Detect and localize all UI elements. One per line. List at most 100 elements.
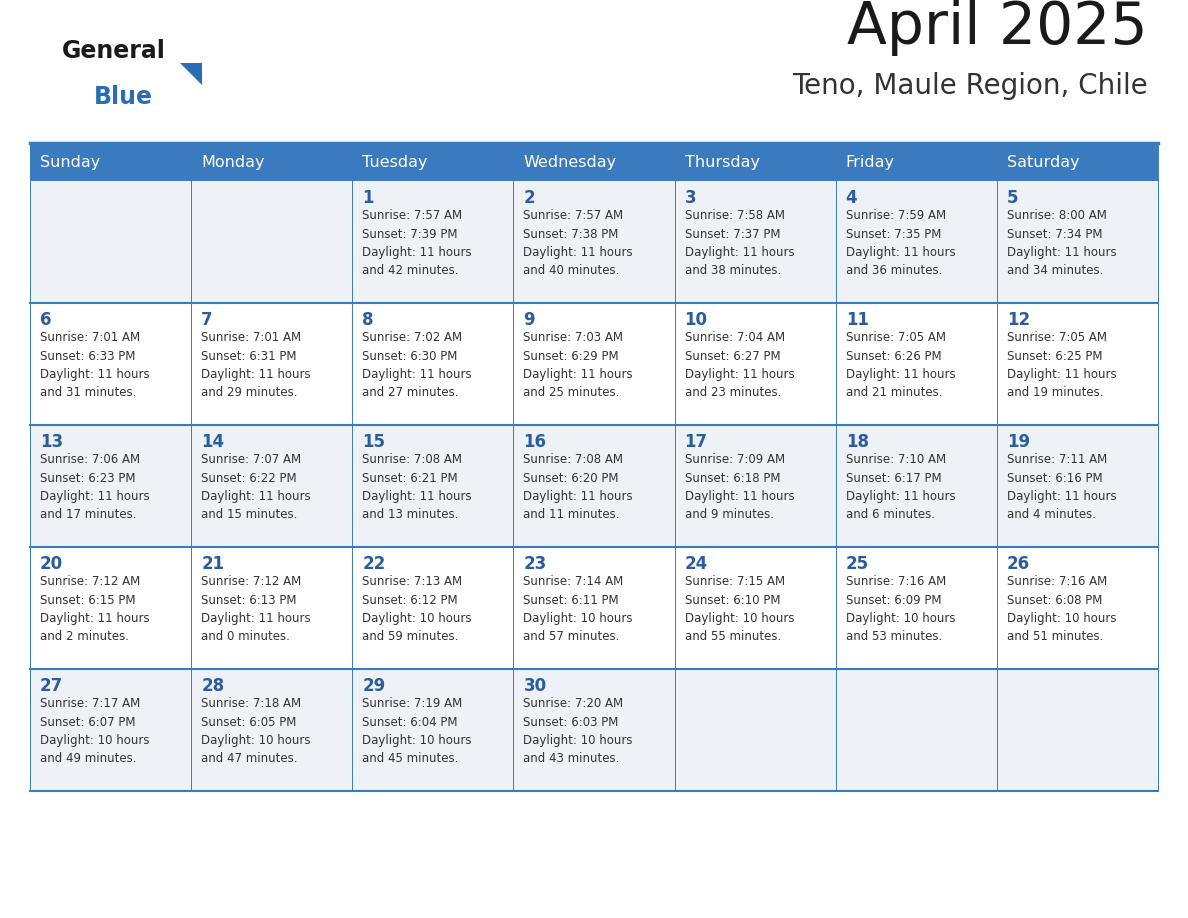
Text: 26: 26 xyxy=(1007,555,1030,573)
Text: 19: 19 xyxy=(1007,433,1030,451)
Text: Sunrise: 7:03 AM
Sunset: 6:29 PM
Daylight: 11 hours
and 25 minutes.: Sunrise: 7:03 AM Sunset: 6:29 PM Dayligh… xyxy=(524,331,633,399)
Text: 8: 8 xyxy=(362,311,374,329)
Text: Sunrise: 7:19 AM
Sunset: 6:04 PM
Daylight: 10 hours
and 45 minutes.: Sunrise: 7:19 AM Sunset: 6:04 PM Dayligh… xyxy=(362,697,472,766)
Text: 28: 28 xyxy=(201,677,225,695)
Text: 10: 10 xyxy=(684,311,708,329)
Text: 7: 7 xyxy=(201,311,213,329)
Text: 16: 16 xyxy=(524,433,546,451)
Text: 12: 12 xyxy=(1007,311,1030,329)
Text: Tuesday: Tuesday xyxy=(362,154,428,170)
Text: Sunrise: 7:04 AM
Sunset: 6:27 PM
Daylight: 11 hours
and 23 minutes.: Sunrise: 7:04 AM Sunset: 6:27 PM Dayligh… xyxy=(684,331,795,399)
Text: Blue: Blue xyxy=(94,85,153,109)
Text: 6: 6 xyxy=(40,311,51,329)
Bar xyxy=(835,181,997,303)
Bar xyxy=(513,669,675,791)
Bar xyxy=(191,547,353,669)
Text: Sunrise: 7:08 AM
Sunset: 6:20 PM
Daylight: 11 hours
and 11 minutes.: Sunrise: 7:08 AM Sunset: 6:20 PM Dayligh… xyxy=(524,453,633,521)
Bar xyxy=(191,669,353,791)
Text: Sunrise: 7:10 AM
Sunset: 6:17 PM
Daylight: 11 hours
and 6 minutes.: Sunrise: 7:10 AM Sunset: 6:17 PM Dayligh… xyxy=(846,453,955,521)
Text: 15: 15 xyxy=(362,433,385,451)
Bar xyxy=(997,425,1158,547)
Bar xyxy=(191,303,353,425)
Bar xyxy=(353,669,513,791)
Bar xyxy=(835,425,997,547)
Text: Wednesday: Wednesday xyxy=(524,154,617,170)
Text: 24: 24 xyxy=(684,555,708,573)
Bar xyxy=(30,181,191,303)
Bar xyxy=(191,425,353,547)
Text: 21: 21 xyxy=(201,555,225,573)
Bar xyxy=(513,425,675,547)
Text: Sunrise: 7:20 AM
Sunset: 6:03 PM
Daylight: 10 hours
and 43 minutes.: Sunrise: 7:20 AM Sunset: 6:03 PM Dayligh… xyxy=(524,697,633,766)
Text: Monday: Monday xyxy=(201,154,265,170)
Bar xyxy=(30,669,191,791)
Text: General: General xyxy=(62,39,166,63)
Text: Sunrise: 7:11 AM
Sunset: 6:16 PM
Daylight: 11 hours
and 4 minutes.: Sunrise: 7:11 AM Sunset: 6:16 PM Dayligh… xyxy=(1007,453,1117,521)
Bar xyxy=(835,669,997,791)
Bar xyxy=(675,547,835,669)
Bar xyxy=(835,303,997,425)
Text: Sunrise: 7:12 AM
Sunset: 6:13 PM
Daylight: 11 hours
and 0 minutes.: Sunrise: 7:12 AM Sunset: 6:13 PM Dayligh… xyxy=(201,575,311,644)
Text: 4: 4 xyxy=(846,189,858,207)
Text: Sunrise: 7:58 AM
Sunset: 7:37 PM
Daylight: 11 hours
and 38 minutes.: Sunrise: 7:58 AM Sunset: 7:37 PM Dayligh… xyxy=(684,209,795,277)
Text: Sunrise: 7:12 AM
Sunset: 6:15 PM
Daylight: 11 hours
and 2 minutes.: Sunrise: 7:12 AM Sunset: 6:15 PM Dayligh… xyxy=(40,575,150,644)
Text: Sunrise: 7:57 AM
Sunset: 7:39 PM
Daylight: 11 hours
and 42 minutes.: Sunrise: 7:57 AM Sunset: 7:39 PM Dayligh… xyxy=(362,209,472,277)
Text: Saturday: Saturday xyxy=(1007,154,1080,170)
Bar xyxy=(835,547,997,669)
Text: 1: 1 xyxy=(362,189,374,207)
Text: 3: 3 xyxy=(684,189,696,207)
Text: Sunday: Sunday xyxy=(40,154,100,170)
Text: 17: 17 xyxy=(684,433,708,451)
Text: Sunrise: 7:07 AM
Sunset: 6:22 PM
Daylight: 11 hours
and 15 minutes.: Sunrise: 7:07 AM Sunset: 6:22 PM Dayligh… xyxy=(201,453,311,521)
Text: 29: 29 xyxy=(362,677,386,695)
Bar xyxy=(675,181,835,303)
Text: 14: 14 xyxy=(201,433,225,451)
Text: Sunrise: 7:14 AM
Sunset: 6:11 PM
Daylight: 10 hours
and 57 minutes.: Sunrise: 7:14 AM Sunset: 6:11 PM Dayligh… xyxy=(524,575,633,644)
Text: Sunrise: 7:16 AM
Sunset: 6:08 PM
Daylight: 10 hours
and 51 minutes.: Sunrise: 7:16 AM Sunset: 6:08 PM Dayligh… xyxy=(1007,575,1117,644)
Bar xyxy=(353,181,513,303)
Text: Sunrise: 7:18 AM
Sunset: 6:05 PM
Daylight: 10 hours
and 47 minutes.: Sunrise: 7:18 AM Sunset: 6:05 PM Dayligh… xyxy=(201,697,310,766)
Bar xyxy=(997,669,1158,791)
Bar xyxy=(675,669,835,791)
Text: Sunrise: 7:01 AM
Sunset: 6:31 PM
Daylight: 11 hours
and 29 minutes.: Sunrise: 7:01 AM Sunset: 6:31 PM Dayligh… xyxy=(201,331,311,399)
Text: 23: 23 xyxy=(524,555,546,573)
Text: 11: 11 xyxy=(846,311,868,329)
Bar xyxy=(513,181,675,303)
Text: Sunrise: 8:00 AM
Sunset: 7:34 PM
Daylight: 11 hours
and 34 minutes.: Sunrise: 8:00 AM Sunset: 7:34 PM Dayligh… xyxy=(1007,209,1117,277)
Polygon shape xyxy=(181,63,202,85)
Text: Sunrise: 7:01 AM
Sunset: 6:33 PM
Daylight: 11 hours
and 31 minutes.: Sunrise: 7:01 AM Sunset: 6:33 PM Dayligh… xyxy=(40,331,150,399)
Bar xyxy=(997,303,1158,425)
Bar xyxy=(997,181,1158,303)
Text: 2: 2 xyxy=(524,189,535,207)
Bar xyxy=(30,143,1158,181)
Bar xyxy=(353,547,513,669)
Text: 22: 22 xyxy=(362,555,386,573)
Text: 20: 20 xyxy=(40,555,63,573)
Text: Friday: Friday xyxy=(846,154,895,170)
Bar xyxy=(513,547,675,669)
Bar xyxy=(191,181,353,303)
Bar xyxy=(30,547,191,669)
Text: Sunrise: 7:57 AM
Sunset: 7:38 PM
Daylight: 11 hours
and 40 minutes.: Sunrise: 7:57 AM Sunset: 7:38 PM Dayligh… xyxy=(524,209,633,277)
Text: Sunrise: 7:05 AM
Sunset: 6:26 PM
Daylight: 11 hours
and 21 minutes.: Sunrise: 7:05 AM Sunset: 6:26 PM Dayligh… xyxy=(846,331,955,399)
Bar xyxy=(513,303,675,425)
Text: Sunrise: 7:16 AM
Sunset: 6:09 PM
Daylight: 10 hours
and 53 minutes.: Sunrise: 7:16 AM Sunset: 6:09 PM Dayligh… xyxy=(846,575,955,644)
Bar xyxy=(675,303,835,425)
Text: Sunrise: 7:05 AM
Sunset: 6:25 PM
Daylight: 11 hours
and 19 minutes.: Sunrise: 7:05 AM Sunset: 6:25 PM Dayligh… xyxy=(1007,331,1117,399)
Text: April 2025: April 2025 xyxy=(847,0,1148,56)
Text: Sunrise: 7:13 AM
Sunset: 6:12 PM
Daylight: 10 hours
and 59 minutes.: Sunrise: 7:13 AM Sunset: 6:12 PM Dayligh… xyxy=(362,575,472,644)
Text: Sunrise: 7:59 AM
Sunset: 7:35 PM
Daylight: 11 hours
and 36 minutes.: Sunrise: 7:59 AM Sunset: 7:35 PM Dayligh… xyxy=(846,209,955,277)
Text: 30: 30 xyxy=(524,677,546,695)
Text: 13: 13 xyxy=(40,433,63,451)
Text: Sunrise: 7:08 AM
Sunset: 6:21 PM
Daylight: 11 hours
and 13 minutes.: Sunrise: 7:08 AM Sunset: 6:21 PM Dayligh… xyxy=(362,453,472,521)
Bar xyxy=(997,547,1158,669)
Text: 27: 27 xyxy=(40,677,63,695)
Text: Teno, Maule Region, Chile: Teno, Maule Region, Chile xyxy=(792,72,1148,100)
Text: Sunrise: 7:09 AM
Sunset: 6:18 PM
Daylight: 11 hours
and 9 minutes.: Sunrise: 7:09 AM Sunset: 6:18 PM Dayligh… xyxy=(684,453,795,521)
Text: Thursday: Thursday xyxy=(684,154,759,170)
Text: 5: 5 xyxy=(1007,189,1018,207)
Text: 18: 18 xyxy=(846,433,868,451)
Text: 9: 9 xyxy=(524,311,535,329)
Bar xyxy=(353,425,513,547)
Text: 25: 25 xyxy=(846,555,868,573)
